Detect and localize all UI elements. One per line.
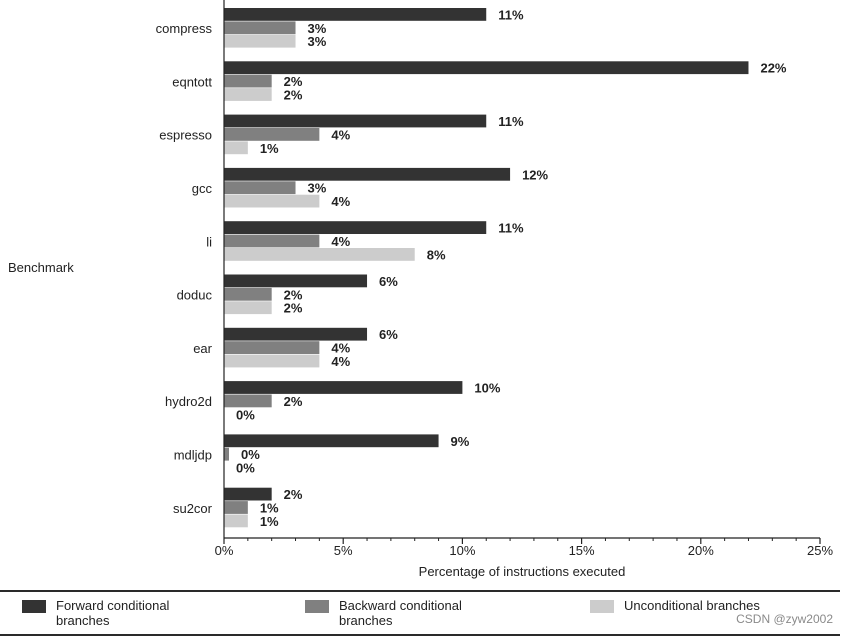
value-label: 4% bbox=[331, 194, 350, 209]
value-label: 2% bbox=[284, 74, 303, 89]
bar bbox=[224, 394, 272, 408]
category-labels-layer: compress eqntott espresso gcc li doduc ear hydr… bbox=[156, 21, 213, 516]
x-axis: 0% 5% 10% 15% 20% 25% bbox=[215, 0, 833, 558]
bar bbox=[224, 487, 272, 501]
bar bbox=[224, 8, 487, 21]
value-label: 2% bbox=[284, 88, 303, 103]
bar bbox=[224, 447, 229, 461]
category-label: su2cor bbox=[173, 501, 213, 516]
bar bbox=[224, 61, 749, 75]
bar bbox=[224, 114, 487, 128]
bar-chart: 11%3%3%22%2%2%11%4%1%12%3%4%11%4%8%6%2%2… bbox=[8, 0, 833, 579]
value-label: 3% bbox=[308, 21, 327, 36]
value-label: 0% bbox=[241, 447, 260, 462]
legend-label-forward-line2: branches bbox=[56, 613, 110, 628]
legend-item-backward: Backward conditional branches bbox=[305, 598, 462, 628]
value-label: 2% bbox=[284, 287, 303, 302]
bar bbox=[224, 34, 296, 48]
legend-label-backward-line1: Backward conditional bbox=[339, 598, 462, 613]
bar bbox=[224, 221, 487, 234]
bar bbox=[224, 128, 320, 141]
bar bbox=[224, 514, 248, 528]
value-label: 11% bbox=[498, 7, 524, 22]
y-axis-label: Benchmark bbox=[8, 260, 74, 275]
legend-swatch-backward bbox=[305, 600, 329, 613]
value-label: 6% bbox=[379, 327, 398, 342]
bar bbox=[224, 181, 296, 195]
value-label: 4% bbox=[331, 234, 350, 249]
bar bbox=[224, 501, 248, 514]
bar bbox=[224, 74, 272, 88]
category-label: eqntott bbox=[172, 74, 212, 89]
legend-label-backward-line2: branches bbox=[339, 613, 393, 628]
value-label: 0% bbox=[236, 407, 255, 422]
x-tick-label: 15% bbox=[569, 543, 595, 558]
legend-item-unconditional: Unconditional branches bbox=[590, 598, 760, 613]
bar bbox=[224, 21, 296, 35]
value-label: 3% bbox=[308, 181, 327, 196]
value-label: 12% bbox=[522, 167, 548, 182]
value-label: 22% bbox=[760, 61, 786, 76]
value-label: 1% bbox=[260, 141, 279, 156]
legend: Forward conditional branches Backward co… bbox=[0, 590, 840, 636]
value-label: 4% bbox=[331, 354, 350, 369]
value-label: 2% bbox=[284, 487, 303, 502]
x-tick-label: 20% bbox=[688, 543, 714, 558]
value-label: 4% bbox=[331, 127, 350, 142]
value-label: 1% bbox=[260, 501, 279, 516]
value-label: 11% bbox=[498, 114, 524, 129]
legend-swatch-unconditional bbox=[590, 600, 614, 613]
category-label: hydro2d bbox=[165, 394, 212, 409]
value-label: 3% bbox=[308, 34, 327, 49]
bar bbox=[224, 301, 272, 315]
category-label: gcc bbox=[192, 181, 213, 196]
bar bbox=[224, 248, 415, 261]
value-label: 10% bbox=[474, 381, 500, 396]
category-label: doduc bbox=[177, 288, 213, 303]
bar bbox=[224, 234, 320, 248]
value-label: 0% bbox=[236, 461, 255, 476]
bar bbox=[224, 194, 320, 208]
value-label: 2% bbox=[284, 394, 303, 409]
value-label: 4% bbox=[331, 341, 350, 356]
value-label: 2% bbox=[284, 301, 303, 316]
category-label: ear bbox=[193, 341, 212, 356]
x-tick-label: 10% bbox=[449, 543, 475, 558]
bar bbox=[224, 327, 368, 341]
legend-swatch-forward bbox=[22, 600, 46, 613]
category-label: mdljdp bbox=[174, 448, 212, 463]
bar bbox=[224, 287, 272, 301]
value-label: 1% bbox=[260, 514, 279, 529]
bar bbox=[224, 167, 511, 181]
category-label: espresso bbox=[159, 128, 212, 143]
bars-layer bbox=[224, 8, 749, 528]
bar bbox=[224, 341, 320, 354]
value-label: 11% bbox=[498, 221, 524, 236]
x-tick-label: 25% bbox=[807, 543, 833, 558]
value-label: 9% bbox=[451, 434, 470, 449]
bar bbox=[224, 381, 463, 394]
bar bbox=[224, 434, 439, 448]
legend-label-forward-line1: Forward conditional bbox=[56, 598, 170, 613]
bar bbox=[224, 141, 248, 155]
value-label: 8% bbox=[427, 247, 446, 262]
watermark: CSDN @zyw2002 bbox=[734, 612, 835, 626]
bar bbox=[224, 88, 272, 101]
value-label: 6% bbox=[379, 274, 398, 289]
legend-item-forward: Forward conditional branches bbox=[22, 598, 169, 628]
x-tick-label: 0% bbox=[215, 543, 234, 558]
x-axis-label: Percentage of instructions executed bbox=[419, 564, 626, 579]
category-label: compress bbox=[156, 21, 213, 36]
bar bbox=[224, 354, 320, 368]
value-labels-layer: 11%3%3%22%2%2%11%4%1%12%3%4%11%4%8%6%2%2… bbox=[236, 7, 787, 529]
x-tick-label: 5% bbox=[334, 543, 353, 558]
category-label: li bbox=[206, 234, 212, 249]
legend-label-unconditional-line1: Unconditional branches bbox=[624, 598, 760, 613]
bar bbox=[224, 274, 368, 288]
